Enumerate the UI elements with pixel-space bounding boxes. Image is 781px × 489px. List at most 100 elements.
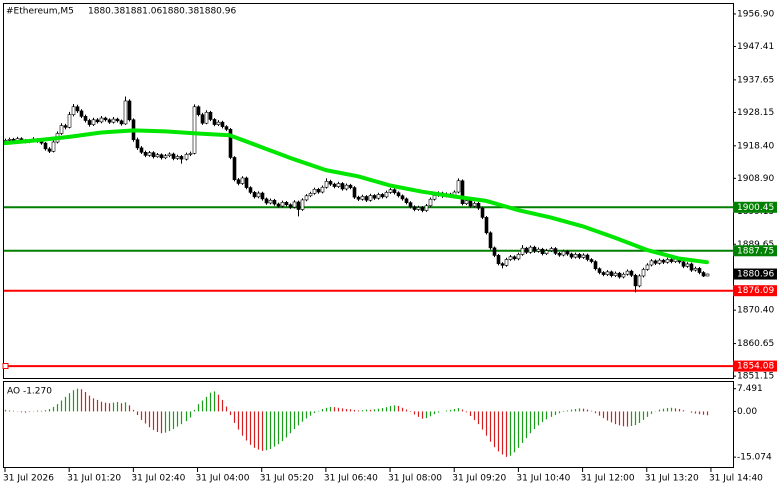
candle-body — [412, 206, 417, 210]
candle-body — [364, 196, 369, 201]
candle-body — [59, 125, 64, 134]
candle-body — [480, 207, 485, 218]
candle-body — [693, 268, 698, 271]
candle-body — [240, 177, 245, 184]
x-tick-label: 31 Jul 12:00 — [581, 474, 635, 484]
candle-body — [420, 207, 425, 211]
candle-body — [380, 194, 385, 198]
candle-body — [147, 152, 152, 156]
candle-body — [500, 263, 505, 266]
candle-body — [268, 199, 273, 204]
candle-body — [589, 259, 594, 262]
level-label: 1854.08 — [737, 362, 774, 372]
candle-body — [143, 152, 148, 156]
candle-body — [91, 119, 96, 125]
candle-body — [188, 153, 193, 155]
candle-body — [308, 193, 313, 197]
candle-body — [404, 198, 409, 203]
candle-body — [701, 272, 706, 277]
candle-body — [284, 202, 289, 206]
ao-panel-border — [3, 381, 734, 468]
candle-body — [216, 121, 221, 125]
candle-body — [637, 275, 642, 287]
candle-body — [540, 248, 545, 254]
candle-body — [460, 180, 465, 204]
candle-body — [99, 117, 104, 123]
header-high: 1881.06 — [125, 7, 162, 17]
candle-body — [697, 268, 702, 273]
candle-body — [573, 254, 578, 258]
candle-body — [520, 247, 525, 255]
candle-body — [304, 195, 309, 201]
candle-body — [51, 141, 56, 152]
candle-body — [492, 247, 497, 256]
levels-layer — [3, 206, 733, 368]
candle-body — [657, 259, 662, 264]
candle-body — [629, 270, 634, 276]
candle-body — [516, 254, 521, 260]
level-badge — [733, 201, 777, 213]
candle-body — [609, 271, 614, 276]
candle-body — [633, 274, 638, 287]
candle-body — [625, 270, 630, 275]
candle-body — [504, 259, 509, 266]
level-label: 1876.09 — [737, 286, 774, 296]
main-panel-border — [3, 3, 734, 379]
candle-body — [280, 202, 285, 207]
ao-title: AO -1.270 — [7, 387, 52, 397]
candle-body — [368, 195, 373, 201]
candle-body — [544, 250, 549, 254]
candle-body — [123, 100, 128, 125]
candle-body — [196, 106, 201, 115]
candle-body — [536, 248, 541, 252]
candle-body — [512, 256, 517, 260]
candle-body — [212, 119, 217, 125]
candle-body — [585, 254, 590, 260]
candle-body — [296, 201, 301, 210]
level-label: 1887.75 — [737, 246, 774, 256]
candle-body — [428, 198, 433, 207]
candle-body — [496, 255, 501, 264]
candle-body — [324, 181, 329, 188]
candle-body — [557, 253, 562, 256]
candle-body — [175, 156, 180, 159]
candle-body — [613, 272, 618, 276]
candle-body — [256, 192, 261, 198]
candle-body — [184, 154, 189, 160]
level-badge — [733, 360, 777, 372]
candle-body — [641, 269, 646, 277]
candle-body — [316, 189, 321, 193]
candle-body — [348, 184, 353, 188]
candle-body — [649, 260, 654, 266]
x-tick-label: 31 Jul 13:20 — [645, 474, 699, 484]
candle-body — [553, 248, 558, 254]
candle-body — [139, 147, 144, 153]
candle-body — [464, 200, 469, 204]
x-tick-label: 31 Jul 02:40 — [131, 474, 185, 484]
candle-body — [524, 247, 529, 253]
candle-body — [360, 196, 365, 200]
candle-body — [95, 119, 100, 123]
candle-body — [119, 120, 124, 125]
candle-body — [705, 273, 710, 277]
candle-body — [244, 177, 249, 188]
candle-body — [179, 156, 184, 160]
candle-body — [276, 203, 281, 207]
y-tick-label: 1928.15 — [737, 108, 774, 118]
candle-body — [71, 106, 76, 115]
y-tick-label: 1870.40 — [737, 306, 774, 316]
candle-body — [252, 192, 257, 198]
candle-body — [569, 253, 574, 258]
badges-layer: 1900.45 1887.75 1876.09 1854.08 1880.96 — [733, 201, 777, 372]
candle-body — [43, 142, 48, 150]
candle-body — [248, 187, 253, 193]
candle-body — [665, 259, 670, 263]
y-tick-label: 1908.90 — [737, 174, 774, 184]
candle-body — [408, 202, 413, 208]
x-tick-label: 31 Jul 01:20 — [67, 474, 121, 484]
candle-body — [103, 117, 108, 121]
candle-body — [332, 183, 337, 187]
x-tick-label: 31 Jul 2026 — [3, 474, 54, 484]
candle-body — [593, 261, 598, 270]
